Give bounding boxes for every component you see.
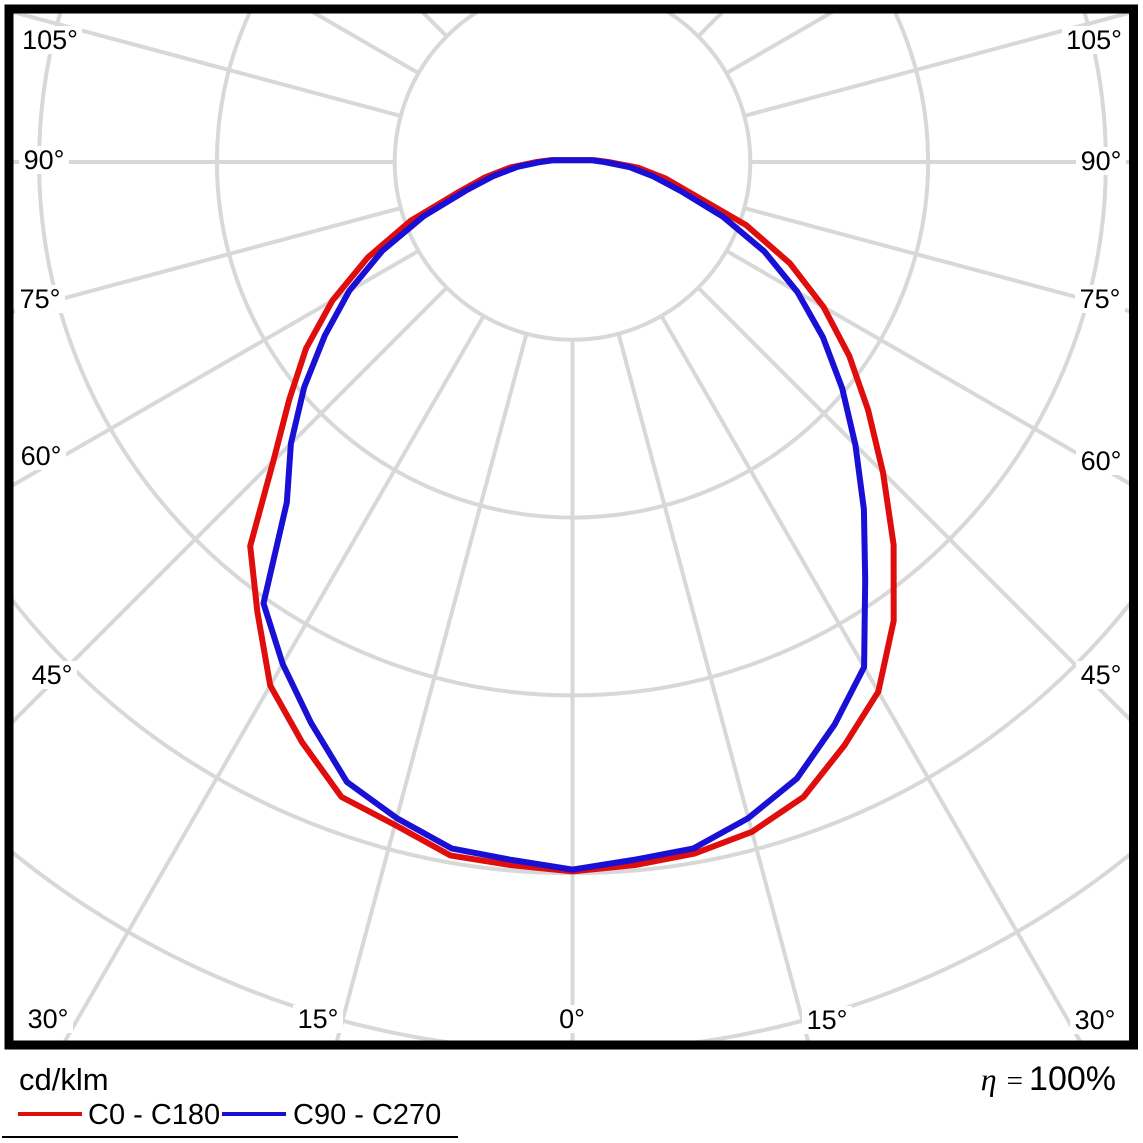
- angle-labels: 105° 90° 75° 60° 45° 105° 90° 75° 60° 45° 30° 15° 0°…: [15, 25, 1126, 1035]
- angle-label: 15°: [807, 1005, 848, 1035]
- angle-label: 75°: [1080, 284, 1121, 314]
- angle-label: 60°: [21, 441, 62, 471]
- unit-label: cd/klm: [19, 1062, 109, 1097]
- angle-label: 30°: [1075, 1005, 1116, 1035]
- angle-label: 30°: [28, 1004, 69, 1034]
- curves-layer: [247, 157, 897, 875]
- angle-label: 0°: [559, 1004, 585, 1034]
- angle-label: 90°: [24, 145, 65, 175]
- eta-symbol: η: [980, 1061, 997, 1097]
- equals-sign: =: [1006, 1065, 1024, 1097]
- angle-label: 15°: [298, 1004, 339, 1034]
- legend-divider-line: [2, 1136, 458, 1138]
- legend-swatch-c0-c180: [18, 1112, 82, 1116]
- legend-label-c0-c180: C0 - C180: [88, 1099, 221, 1131]
- efficiency-readout: η = 100%: [981, 1060, 1116, 1099]
- curve-c0-c180: [247, 157, 897, 875]
- curve-c90-c270: [260, 157, 869, 873]
- plot-border: [4, 4, 1138, 1050]
- legend-swatch-c90-c270: [222, 1112, 286, 1116]
- angle-label: 45°: [32, 660, 73, 690]
- legend-label-c90-c270: C90 - C270: [293, 1099, 442, 1131]
- angle-label: 90°: [1081, 146, 1122, 176]
- angle-label: 105°: [1066, 25, 1122, 55]
- angle-label: 45°: [1081, 660, 1122, 690]
- angle-label: 60°: [1081, 446, 1122, 476]
- angle-label: 75°: [20, 284, 61, 314]
- efficiency-value: 100%: [1029, 1060, 1116, 1098]
- angle-label: 105°: [22, 25, 78, 55]
